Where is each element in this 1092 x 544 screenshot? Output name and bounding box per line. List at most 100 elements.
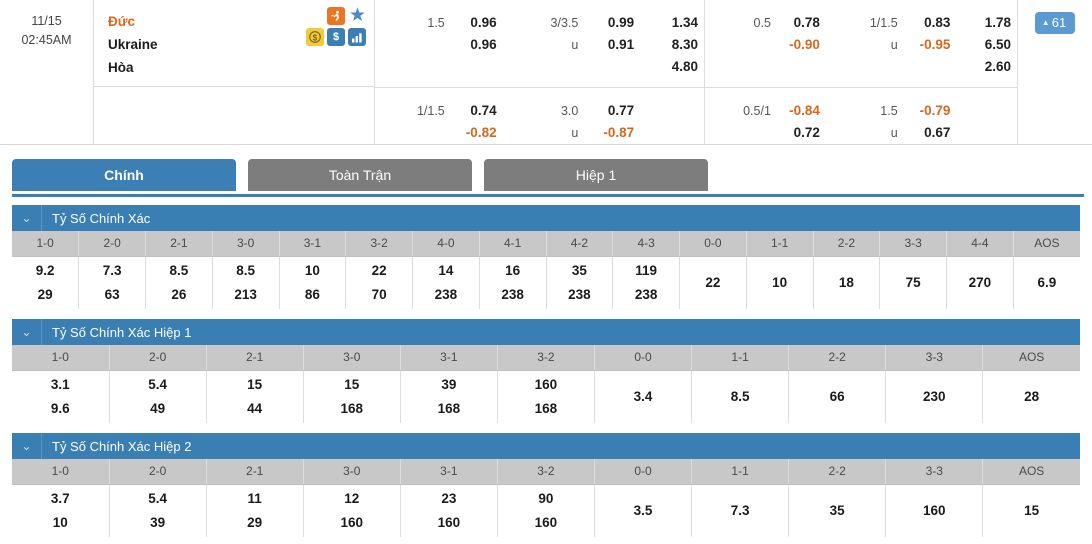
live-stream-icon[interactable] (326, 6, 345, 25)
moneyline-away[interactable]: 6.50 (984, 37, 1012, 52)
dollar-icon[interactable]: $ (327, 28, 345, 46)
score-odds-cell[interactable]: 75 (879, 256, 947, 309)
ou-odds-2-lower[interactable]: -0.79 0.67 (898, 88, 957, 144)
score-odds-cell[interactable]: 3.5 (594, 484, 693, 537)
score-odds-cell[interactable]: 28 (982, 370, 1080, 423)
odds-value: 12 (344, 490, 360, 506)
ou-odd-over[interactable]: 0.77 (607, 103, 635, 118)
score-odds-cell[interactable]: 15 (982, 484, 1080, 537)
ou-odd-under[interactable]: -0.87 (603, 125, 635, 140)
score-odds-cell[interactable]: 23 160 (400, 484, 498, 537)
handicap-odd-home[interactable]: 0.96 (470, 15, 497, 30)
handicap-odd-home[interactable]: -0.84 (789, 103, 820, 118)
handicap-odds-1-lower[interactable]: 0.74 -0.82 (445, 88, 507, 144)
score-odds-cell[interactable]: 3.1 9.6 (12, 370, 110, 423)
column-header: 3-2 (497, 345, 595, 371)
teams-block: Đức Ukraine Hòa ★ $ (94, 0, 374, 87)
score-odds-cell[interactable]: 15 168 (303, 370, 401, 423)
moneyline-draw[interactable]: 4.80 (671, 59, 698, 74)
score-odds-cell[interactable]: 8.5 26 (145, 256, 213, 309)
column-header: 1-1 (691, 345, 790, 371)
moneyline-draw[interactable]: 2.60 (984, 59, 1012, 74)
handicap-odd-away[interactable]: -0.90 (789, 37, 820, 52)
ou-odds-1-lower[interactable]: 0.77 -0.87 (578, 88, 640, 144)
section-header[interactable]: ⌄ Tỷ Số Chính Xác Hiệp 1 (12, 319, 1080, 345)
score-odds-cell[interactable]: 5.4 39 (109, 484, 207, 537)
tab-chinh[interactable]: Chính (12, 159, 236, 191)
section-header[interactable]: ⌄ Tỷ Số Chính Xác Hiệp 2 (12, 433, 1080, 459)
score-odds-cell[interactable]: 16 238 (479, 256, 547, 309)
handicap-odd-home[interactable]: 0.78 (793, 15, 820, 30)
score-odds-cell[interactable]: 270 (946, 256, 1014, 309)
ou-odd-under[interactable]: 0.67 (924, 125, 951, 140)
score-odds-cell[interactable]: 160 168 (497, 370, 595, 423)
ou-odd-under[interactable]: 0.91 (607, 37, 635, 52)
score-odds-cell[interactable]: 10 (746, 256, 814, 309)
score-odds-cell[interactable]: 14 238 (412, 256, 480, 309)
moneyline-odds-2[interactable]: 1.78 6.50 2.60 (956, 0, 1017, 87)
odds-value: 86 (304, 286, 320, 302)
ou-odd-under[interactable]: -0.95 (919, 37, 951, 52)
section-header[interactable]: ⌄ Tỷ Số Chính Xác (12, 205, 1080, 231)
score-odds-cell[interactable]: 3.4 (594, 370, 693, 423)
score-odds-cell[interactable]: 35 (788, 484, 887, 537)
score-odds-cell[interactable]: 6.9 (1013, 256, 1080, 309)
score-odds-cell[interactable]: 39 168 (400, 370, 498, 423)
chevron-down-icon[interactable]: ⌄ (12, 433, 42, 459)
ou-line-value: 3/3.5 (550, 16, 579, 30)
score-odds-cell[interactable]: 119 238 (612, 256, 680, 309)
handicap-odds-1[interactable]: 0.96 0.96 (445, 0, 507, 87)
score-odds-cell[interactable]: 18 (813, 256, 881, 309)
moneyline-away[interactable]: 8.30 (671, 37, 698, 52)
statistics-bar-icon[interactable] (348, 28, 366, 46)
moneyline-home[interactable]: 1.34 (671, 15, 698, 30)
ou-odd-over[interactable]: 0.99 (607, 15, 635, 30)
score-odds-cell[interactable]: 230 (885, 370, 984, 423)
ou-odd-over[interactable]: -0.79 (919, 103, 951, 118)
ou-odds-1[interactable]: 0.99 0.91 (578, 0, 640, 87)
score-odds-cell[interactable]: 35 238 (546, 256, 614, 309)
section-title: Tỷ Số Chính Xác Hiệp 1 (52, 324, 192, 340)
score-odds-cell[interactable]: 160 (885, 484, 984, 537)
moneyline-odds-1[interactable]: 1.34 8.30 4.80 (640, 0, 704, 87)
away-team-name[interactable]: Ukraine (108, 37, 158, 52)
score-odds-cell[interactable]: 22 70 (345, 256, 413, 309)
score-odds-cell[interactable]: 8.5 213 (212, 256, 280, 309)
handicap-odd-home[interactable]: 0.74 (470, 103, 497, 118)
chevron-down-icon[interactable]: ⌄ (12, 205, 42, 231)
score-odds-cell[interactable]: 9.2 29 (12, 256, 80, 309)
handicap-odd-away[interactable]: 0.96 (470, 37, 497, 52)
score-odds-cell[interactable]: 8.5 (691, 370, 790, 423)
odds-value: 3.5 (633, 502, 653, 518)
favorite-star-icon[interactable]: ★ (348, 5, 366, 26)
ou-odd-over[interactable]: 0.83 (924, 15, 951, 30)
score-odds-cell[interactable]: 7.3 63 (78, 256, 146, 309)
handicap-odds-2[interactable]: 0.78 -0.90 (771, 0, 830, 87)
score-odds-cell[interactable]: 3.7 10 (12, 484, 110, 537)
column-header: 3-1 (279, 231, 347, 257)
moneyline-home[interactable]: 1.78 (984, 15, 1012, 30)
ou-odds-2[interactable]: 0.83 -0.95 (898, 0, 957, 87)
tab-hiep-1[interactable]: Hiệp 1 (484, 159, 708, 191)
score-odds-cell[interactable]: 22 (679, 256, 747, 309)
tab-toan-tran[interactable]: Toàn Trận (248, 159, 472, 191)
score-odds-cell[interactable]: 7.3 (691, 484, 790, 537)
score-odds-cell[interactable]: 11 29 (206, 484, 304, 537)
score-odds-cell[interactable]: 12 160 (303, 484, 401, 537)
score-odds-cell[interactable]: 90 160 (497, 484, 595, 537)
odds-value: 8.5 (730, 388, 750, 404)
score-odds-cell[interactable]: 15 44 (206, 370, 304, 423)
handicap-odd-away[interactable]: 0.72 (793, 125, 820, 140)
handicap-odd-away[interactable]: -0.82 (465, 125, 497, 140)
odds-value: 29 (247, 514, 263, 530)
chevron-down-icon[interactable]: ⌄ (12, 319, 42, 345)
section-title: Tỷ Số Chính Xác Hiệp 2 (52, 438, 192, 454)
home-team-name[interactable]: Đức (108, 14, 136, 29)
score-odds-cell[interactable]: 10 86 (279, 256, 347, 309)
coin-dollar-icon[interactable]: $ (306, 28, 324, 46)
odds-panel: 11/15 02:45AM Đức Ukraine Hòa ★ (0, 0, 1092, 145)
handicap-odds-2-lower[interactable]: -0.84 0.72 (771, 88, 830, 144)
score-odds-cell[interactable]: 5.4 49 (109, 370, 207, 423)
score-odds-cell[interactable]: 66 (788, 370, 887, 423)
more-odds-badge[interactable]: ▲ 61 (1034, 12, 1076, 34)
